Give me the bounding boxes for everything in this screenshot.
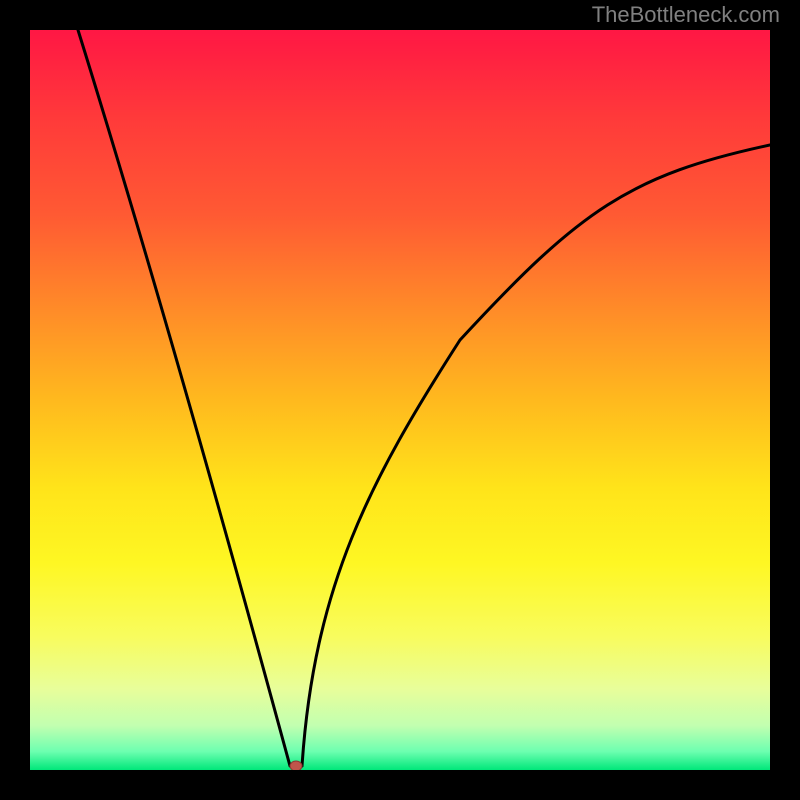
chart-curves-svg	[30, 30, 770, 770]
curve-left-branch	[78, 30, 290, 766]
watermark-text: TheBottleneck.com	[592, 2, 780, 28]
curve-right-branch	[302, 145, 770, 766]
minimum-marker	[290, 761, 302, 770]
plot-area	[30, 30, 770, 770]
